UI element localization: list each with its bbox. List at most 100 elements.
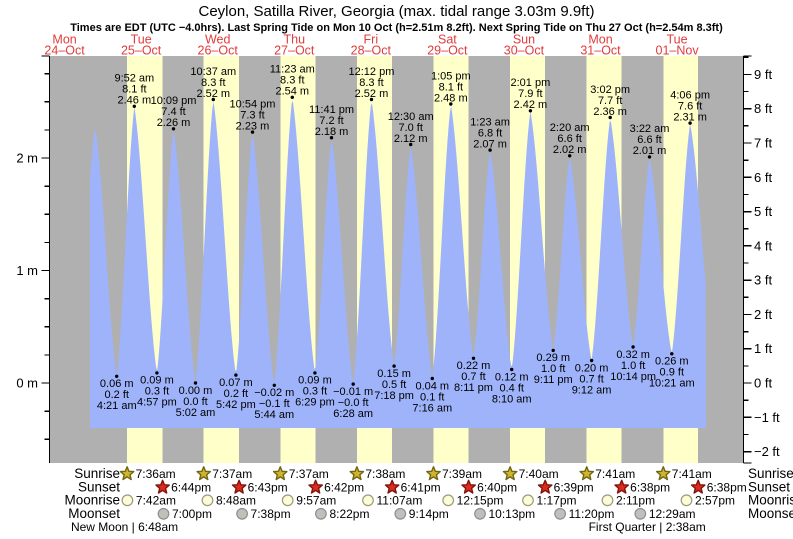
sunset-star-icon (308, 479, 323, 494)
high-tide-marker (132, 104, 136, 109)
low-tide-label: 0.0 ft (183, 396, 207, 408)
sunrise-star-icon (119, 466, 135, 481)
sunrise-row-label-left: Sunrise (74, 466, 120, 481)
low-tide-marker (430, 376, 434, 381)
high-tide-marker (171, 127, 176, 131)
low-tide-marker (193, 381, 198, 385)
sunset-time: 6:38pm (707, 481, 747, 495)
low-tide-label: 8:11 pm (454, 382, 493, 394)
sunrise-star-icon (579, 466, 595, 481)
high-tide-label: 7.0 ft (398, 122, 422, 134)
moonrise-time: 2:11pm (616, 494, 655, 508)
high-tide-marker (488, 148, 492, 152)
day-date-label: 25–Oct (121, 44, 162, 58)
low-tide-marker (392, 364, 396, 368)
moonset-time: 7:00pm (172, 507, 212, 521)
moonrise-time: 9:57am (296, 494, 336, 508)
sunset-time: 6:39pm (554, 481, 594, 495)
high-tide-label: 12:30 am (388, 111, 434, 123)
moonrise-circle-icon (522, 494, 534, 507)
moonrise-time: 12:15pm (457, 494, 504, 508)
high-tide-marker (608, 115, 612, 120)
right-axis-tick-label: 7 ft (754, 135, 772, 150)
sunset-time: 6:43pm (248, 481, 288, 495)
high-tide-label: 2.02 m (553, 144, 587, 156)
sunset-star-icon (231, 479, 247, 494)
sunset-star-icon (155, 479, 170, 494)
moonset-row-label-left: Moonset (68, 506, 120, 521)
sunrise-time: 7:41am (595, 467, 635, 481)
high-tide-label: 7.4 ft (161, 106, 185, 118)
high-tide-marker (528, 109, 533, 113)
moonset-time: 12:29am (649, 507, 696, 521)
moonrise-time: 2:57pm (695, 494, 735, 508)
right-axis-tick-label: 3 ft (754, 273, 772, 288)
day-of-week-label: Sun (513, 33, 535, 47)
low-tide-label: 0.1 ft (420, 391, 444, 403)
sunset-star-icon (690, 479, 706, 494)
high-tide-label: 2:01 pm (510, 77, 550, 89)
day-of-week-label: Mon (52, 33, 76, 47)
low-tide-label: 0.15 m (377, 368, 411, 380)
sunrise-time: 7:39am (442, 467, 482, 481)
low-tide-label: 0.29 m (536, 352, 570, 364)
sunrise-star-icon (655, 466, 671, 481)
high-tide-label: 4:06 pm (670, 89, 710, 101)
moonset-time: 7:38pm (251, 507, 291, 521)
low-tide-marker (155, 371, 159, 375)
sunrise-star-icon (196, 466, 212, 481)
low-tide-label: −0.02 m (254, 387, 294, 399)
high-tide-marker (568, 154, 572, 158)
high-tide-label: 2.36 m (593, 106, 627, 118)
low-tide-label: 0.7 ft (579, 373, 603, 385)
day-date-label: 27–Oct (274, 44, 315, 58)
sunrise-star-icon (272, 466, 288, 481)
sunrise-time: 7:38am (365, 467, 405, 481)
low-tide-label: 0.12 m (495, 371, 529, 383)
moon-phase-note: First Quarter | 2:38am (589, 520, 706, 534)
high-tide-marker (449, 102, 453, 106)
moonset-circle-icon (315, 507, 327, 520)
low-tide-label: 0.09 m (298, 375, 332, 387)
low-tide-label: 1.0 ft (541, 363, 565, 375)
low-tide-label: 7:18 pm (374, 390, 414, 402)
right-axis-tick-label: 1 ft (754, 341, 772, 356)
moonset-circle-icon (157, 507, 170, 520)
moonset-circle-icon (634, 507, 647, 520)
high-tide-label: 12:12 pm (349, 66, 395, 78)
sunset-time: 6:44pm (171, 481, 211, 495)
low-tide-label: −0.01 m (333, 386, 373, 398)
low-tide-label: 0.06 m (100, 378, 134, 390)
sunrise-time: 7:41am (672, 467, 712, 481)
right-axis-tick-label: −2 ft (754, 444, 780, 459)
high-tide-label: 2.54 m (275, 86, 309, 98)
sunset-time: 6:41pm (401, 481, 441, 495)
high-tide-label: 8.3 ft (201, 77, 225, 89)
left-axis-tick-label: 1 m (16, 263, 38, 278)
day-date-label: 24–Oct (44, 44, 85, 58)
low-tide-label: 0.20 m (575, 362, 609, 374)
low-tide-label: 1.0 ft (621, 360, 645, 372)
low-tide-label: 5:44 am (254, 409, 294, 421)
sunset-row-label-left: Sunset (78, 480, 120, 495)
low-tide-marker (670, 352, 674, 356)
high-tide-label: 2.01 m (633, 145, 667, 157)
high-tide-marker (409, 142, 413, 147)
sunset-star-icon (384, 479, 400, 494)
moonset-circle-icon (236, 507, 249, 520)
high-tide-label: 2.31 m (673, 111, 707, 123)
low-tide-label: 10:21 am (649, 378, 695, 390)
high-tide-marker (211, 97, 215, 102)
high-tide-label: 2.18 m (315, 126, 349, 138)
high-tide-label: 1:05 pm (431, 70, 471, 82)
sunrise-time: 7:37am (289, 467, 329, 481)
day-of-week-label: Tue (131, 33, 152, 47)
high-tide-label: 9:52 am (114, 73, 154, 85)
moonrise-time: 7:42am (136, 494, 176, 508)
low-tide-label: 8:10 am (492, 393, 532, 405)
high-tide-label: 2.07 m (473, 138, 507, 150)
right-axis-tick-label: −1 ft (754, 410, 780, 425)
low-tide-label: 7:16 am (412, 402, 452, 414)
